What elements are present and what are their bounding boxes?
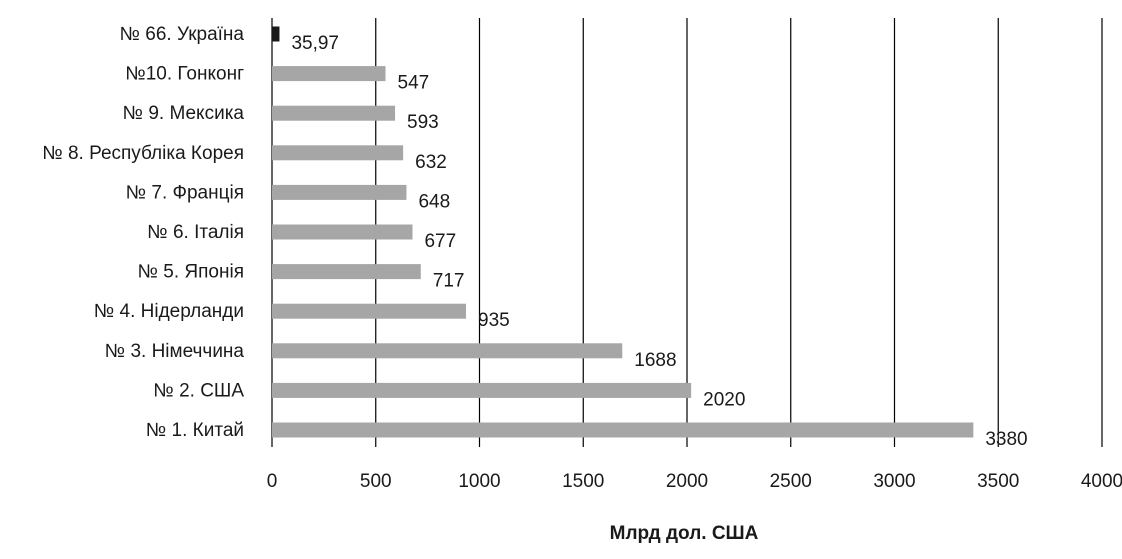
category-label: № 2. США xyxy=(153,380,244,401)
category-label: № 6. Італія xyxy=(147,222,244,243)
value-label: 2020 xyxy=(703,389,745,410)
value-label: 717 xyxy=(433,271,465,292)
value-labels: 35,97 547 593 632 648 677 717 935 1688 2020 3380 xyxy=(291,33,1027,450)
bar-10 xyxy=(272,422,974,438)
bars xyxy=(272,26,974,438)
category-label: № 3. Німеччина xyxy=(105,341,245,362)
value-label: 3380 xyxy=(985,429,1027,450)
value-label: 593 xyxy=(407,112,439,133)
bar-2 xyxy=(272,105,396,121)
value-label: 677 xyxy=(424,231,456,252)
category-label: № 7. Франція xyxy=(126,182,244,203)
bar-7 xyxy=(272,303,467,319)
bar-0 xyxy=(272,26,280,42)
category-labels: № 66. Україна №10. Гонконг № 9. Мексика № 8… xyxy=(42,24,244,441)
bar-4 xyxy=(272,184,407,200)
x-tick-label: 2500 xyxy=(770,471,812,492)
x-tick-labels: 0 500 1000 1500 2000 2500 3000 3500 4000 xyxy=(267,471,1122,492)
category-label: № 1. Китай xyxy=(146,420,244,441)
x-tick-label: 500 xyxy=(360,471,392,492)
gridlines xyxy=(271,18,1103,447)
x-tick-label: 3000 xyxy=(873,471,915,492)
bar-3 xyxy=(272,145,404,161)
category-label: №10. Гонконг xyxy=(125,64,244,85)
category-label: № 9. Мексика xyxy=(123,103,245,124)
x-tick-label: 2000 xyxy=(666,471,708,492)
value-label: 935 xyxy=(478,310,510,331)
bar-8 xyxy=(272,343,623,359)
value-label: 632 xyxy=(415,152,447,173)
category-label: № 66. Україна xyxy=(120,24,245,45)
bar-9 xyxy=(272,382,692,398)
category-label: № 5. Японія xyxy=(138,262,244,283)
category-label: № 8. Республіка Корея xyxy=(42,143,244,164)
bar-6 xyxy=(272,264,421,280)
x-tick-label: 4000 xyxy=(1081,471,1122,492)
x-tick-label: 3500 xyxy=(977,471,1019,492)
value-label: 1688 xyxy=(634,350,676,371)
x-axis-title: Млрд дол. США xyxy=(610,523,759,544)
x-tick-label: 0 xyxy=(267,471,278,492)
x-tick-label: 1000 xyxy=(458,471,500,492)
bar-5 xyxy=(272,224,413,240)
x-tick-label: 1500 xyxy=(562,471,604,492)
value-label: 35,97 xyxy=(291,33,339,54)
value-label: 547 xyxy=(398,73,430,94)
value-label: 648 xyxy=(418,191,450,212)
category-label: № 4. Нідерланди xyxy=(94,301,244,322)
bar-1 xyxy=(272,66,386,82)
